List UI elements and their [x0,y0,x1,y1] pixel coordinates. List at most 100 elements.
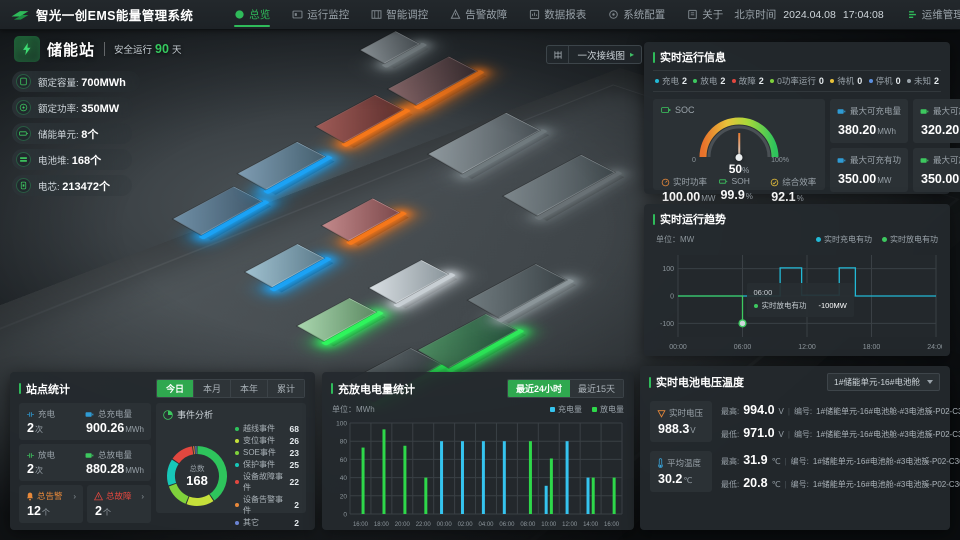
battery-detail-row-4: 最低: 20.8 ℃ | 编号: 1#储能单元-16#电池舱-#3电池簇-P02-C36 [721,476,960,490]
nav-item-5[interactable]: 数据报表 [518,0,597,30]
event-legend-item-3[interactable]: SOE事件 23 [235,447,299,458]
realtime-sub-unit: % [796,194,804,203]
charge-discharge-chart[interactable]: 0 20 40 60 80 100 16:00 18:00 20:00 22:00 00:00 02:… [328,418,628,530]
tab-1[interactable]: 最近24小时 [507,380,570,397]
station-name: 储能站 [47,41,96,59]
mini-label: 最大可放有功 [933,155,960,165]
realtime-sub-label-row: 实时功率 [661,176,715,188]
status-item-2: 放电 2 [693,75,725,87]
warning-icon [94,491,103,500]
nav-item-4[interactable]: 告警故障 [439,0,518,30]
max-discharge-p-icon [920,157,929,163]
legend-item-1[interactable]: 充电量 [550,404,582,415]
bars-legend: 充电量 放电量 [550,404,624,415]
tab-2[interactable]: 最近15天 [569,380,623,397]
status-label: 待机 [837,76,855,86]
status-item-7: 未知 2 [906,75,939,87]
station-metric-value: 700MWh [81,76,126,89]
event-donut-chart[interactable]: 总数 168 [163,442,231,510]
legend-item-1[interactable]: 实时充电有功 [816,234,872,245]
tab-1[interactable]: 今日 [156,380,194,397]
tab-4[interactable]: 累计 [267,380,304,397]
nav-item-label: 告警故障 [465,9,508,21]
event-legend-item-5[interactable]: 设备故障事件 22 [235,471,299,493]
tab-2[interactable]: 本月 [193,380,231,397]
capacity-icon [16,74,31,89]
nav-item-label: 智能调控 [386,9,429,21]
discharge-label: 放电 [38,450,56,460]
donut-center: 总数 168 [163,442,231,510]
fault-label: 总故障 [106,491,132,501]
trend-legend: 实时充电有功 实时放电有功 [816,234,938,245]
alarm-label: 总告警 [37,491,63,501]
nav-item-7[interactable]: 关于 [676,0,734,30]
report-icon [530,9,540,20]
wiring-diagram-label: 一次接线图 [577,50,625,62]
nav-item-3[interactable]: 智能调控 [360,0,439,30]
mini-value-row: 350.00MW [837,172,901,186]
soc-value: 50 [728,162,743,176]
station-metric-text: 额定功率: 350MW [38,101,119,115]
temperature-unit: ℃ [683,476,693,485]
nav-item-6[interactable]: 系统配置 [597,0,676,30]
event-legend-item-1[interactable]: 越线事件 68 [235,423,299,434]
wiring-diagram-button[interactable]: 一次接线图 ▸ [546,45,642,64]
legend-swatch-icon [592,407,597,412]
charge-discharge-panel: 充放电电量统计 最近24小时 最近15天 单位：MWh 充电量 放电量 0 20 40 6… [322,372,634,530]
safe-running: 安全运行 90 天 [114,42,181,56]
mini-unit: MWh [877,127,896,136]
tab-3[interactable]: 本年 [230,380,268,397]
mini-label-row: 最大可充电量 [837,105,901,117]
fault-card[interactable]: 总故障 › 2个 [87,485,151,523]
svg-text:14:00: 14:00 [583,522,599,528]
event-legend-item-7[interactable]: 其它 2 [235,517,299,528]
station-metric-list: 额定容量: 700MWh 额定功率: 350MW 储能单元: 8个 电池堆: 168个… [12,71,242,196]
event-legend-item-6[interactable]: 设备告警事件 2 [235,494,299,516]
nav-item-label: 总览 [249,9,271,21]
event-legend-item-4[interactable]: 保护事件 25 [235,459,299,470]
nav-item-2[interactable]: 运行监控 [281,0,360,30]
event-label: 设备告警事件 [243,495,283,515]
trend-tooltip: 06:00 实时放电有功 -100MW [746,283,854,317]
discharge-total-label-row: 总放电量 [85,449,144,461]
detail-value: 31.9 [743,453,768,467]
battery-panel-title: 实时电池电压温度 [649,374,744,390]
event-label: SOE事件 [243,448,276,457]
clock-date: 2024.04.08 [783,8,836,21]
nav-item-1[interactable]: 总览 [223,0,281,30]
battery-bolt-icon [23,42,31,56]
battery-unit-value: 1#储能单元-16#电池舱 [834,377,920,387]
status-label: 停机 [875,76,893,86]
charge-total-label-row: 总充电量 [85,408,144,420]
alarm-card[interactable]: 总告警 › 12个 [19,485,83,523]
fault-count: 2 [95,504,102,518]
battery-unit-selector[interactable]: 1#储能单元-16#电池舱 [827,373,940,391]
nav-item-label: 系统配置 [623,9,666,21]
svg-text:10:00: 10:00 [541,522,557,528]
bell-icon [26,492,34,500]
chevron-down-icon [927,380,933,384]
legend-label: 实时充电有功 [824,235,872,244]
legend-item-2[interactable]: 实时放电有功 [882,234,938,245]
charge-total-unit: MWh [125,425,144,434]
svg-text:20: 20 [340,493,348,500]
svg-text:00:00: 00:00 [437,522,453,528]
legend-item-2[interactable]: 放电量 [592,404,624,415]
mini-label-row: 最大可放电量 [920,105,960,117]
svg-text:08:00: 08:00 [520,522,536,528]
event-legend-item-2[interactable]: 变位事件 26 [235,435,299,446]
svg-text:-100: -100 [660,321,674,328]
tools-icon [908,11,916,18]
max-charge-icon [837,108,846,114]
temperature-detail-rows: 最高: 31.9 ℃ | 编号: 1#储能单元-16#电池舱-#3电池簇-P02-C36 最… [719,451,960,492]
mini-label: 最大可充有功 [850,155,902,165]
tooltip-series-name: 实时放电有功 [761,301,807,311]
station-metric-4: 电池堆: 168个 [12,149,132,170]
trend-unit-label: 单位：MW [656,235,695,244]
ops-management-button[interactable]: 运维管理 [898,7,960,22]
svg-text:60: 60 [340,457,348,464]
trend-chart[interactable]: 00:00 06:00 12:00 18:00 24:00 -100 0 100 06:00 实时… [652,249,945,353]
voltage-detail-rows: 最高: 994.0 V | 编号: 1#储能单元-16#电池舱-#3电池簇-P02-C36… [719,401,960,442]
total-discharge-icon [85,452,94,458]
bars-panel-title: 充放电电量统计 [331,381,415,397]
